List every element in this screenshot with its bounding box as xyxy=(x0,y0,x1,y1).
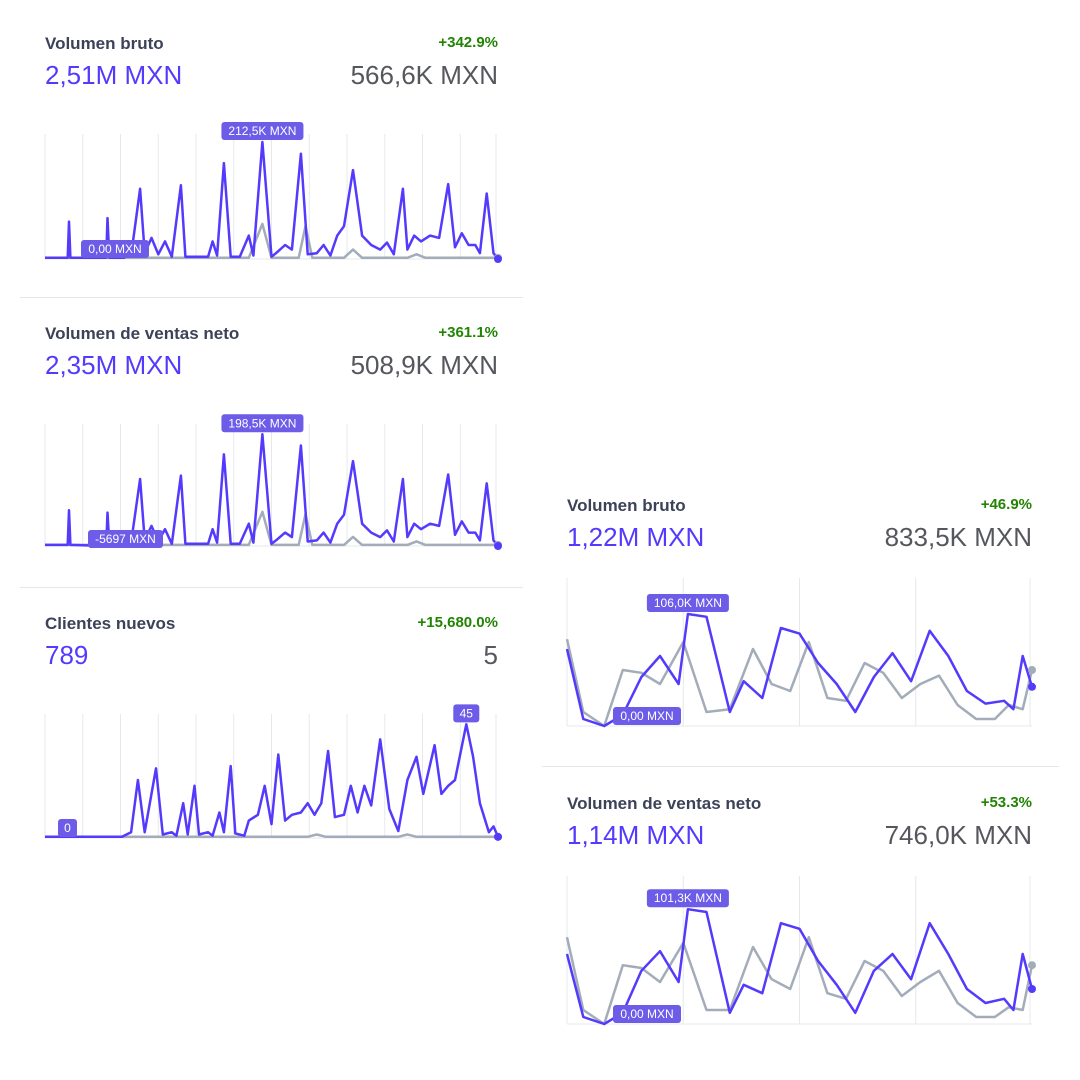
series-current-line xyxy=(565,612,1034,728)
previous-value: 508,9K MXN xyxy=(350,350,498,380)
divider xyxy=(542,766,1059,767)
line-chart[interactable]: 212,5K MXN 0,00 MXN xyxy=(44,34,502,266)
panel-title: Clientes nuevos xyxy=(45,614,176,633)
change-badge: +46.9% xyxy=(980,496,1032,513)
line-chart[interactable]: 45 0 xyxy=(44,614,502,842)
series-previous-endpoint xyxy=(1028,666,1036,674)
line-chart[interactable]: 106,0K MXN 0,00 MXN xyxy=(565,496,1036,734)
peak-label-text: 45 xyxy=(460,706,474,720)
change-badge: +15,680.0% xyxy=(417,614,499,631)
series-previous-line xyxy=(565,935,1034,1026)
min-label: -5697 MXN xyxy=(88,530,163,548)
series-current-line xyxy=(45,140,499,260)
series-previous-line xyxy=(45,510,498,547)
current-value: 789 xyxy=(45,640,89,670)
previous-value: 566,6K MXN xyxy=(350,60,498,90)
peak-label: 212,5K MXN xyxy=(221,122,304,140)
peak-label-bg xyxy=(221,122,304,140)
series-previous-endpoint xyxy=(1028,961,1036,970)
min-label: 0 xyxy=(58,819,77,837)
series-current-endpoint xyxy=(1028,985,1036,993)
series-previous-line xyxy=(45,222,498,260)
peak-label-text: 212,5K MXN xyxy=(228,124,296,138)
divider xyxy=(20,587,523,588)
peak-label-text: 101,3K MXN xyxy=(654,891,722,905)
series-current-line xyxy=(45,433,499,548)
current-value: 2,35M MXN xyxy=(45,350,183,380)
peak-label-bg xyxy=(221,414,304,433)
divider xyxy=(20,297,523,298)
change-badge: +361.1% xyxy=(438,324,498,341)
change-badge: +53.3% xyxy=(980,794,1032,811)
peak-label: 106,0K MXN xyxy=(646,594,729,612)
panel-title: Volumen de ventas neto xyxy=(567,794,762,813)
panel-gross-volume-2: Volumen bruto +46.9% 1,22M MXN 833,5K MX… xyxy=(565,496,1036,734)
series-current-endpoint xyxy=(1028,682,1036,691)
min-label-bg xyxy=(613,707,681,725)
panel-net-sales-1: Volumen de ventas neto +361.1% 2,35M MXN… xyxy=(44,324,502,552)
min-label-text: 0,00 MXN xyxy=(620,709,673,723)
peak-label: 45 xyxy=(453,704,480,723)
previous-value: 5 xyxy=(483,640,498,670)
min-label: 0,00 MXN xyxy=(613,1005,681,1023)
min-label-bg xyxy=(81,240,149,258)
line-chart[interactable]: 198,5K MXN -5697 MXN xyxy=(44,324,502,552)
peak-label: 101,3K MXN xyxy=(646,889,729,908)
panel-gross-volume-1: Volumen bruto +342.9% 2,51M MXN 566,6K M… xyxy=(44,34,502,266)
min-label: 0,00 MXN xyxy=(81,240,149,258)
peak-label-text: 106,0K MXN xyxy=(654,596,722,610)
peak-label-bg xyxy=(646,594,729,612)
series-previous-line xyxy=(45,833,498,839)
series-current-endpoint xyxy=(494,832,502,841)
current-value: 2,51M MXN xyxy=(45,60,183,90)
min-label: 0,00 MXN xyxy=(613,707,681,725)
min-label-bg xyxy=(88,530,163,548)
line-chart[interactable]: 101,3K MXN 0,00 MXN xyxy=(565,794,1036,1030)
series-current-endpoint xyxy=(494,542,502,550)
change-badge: +342.9% xyxy=(438,34,498,51)
previous-value: 833,5K MXN xyxy=(884,522,1032,552)
panel-title: Volumen bruto xyxy=(567,496,686,515)
peak-label-bg xyxy=(453,704,480,723)
panel-net-sales-2: Volumen de ventas neto +53.3% 1,14M MXN … xyxy=(565,794,1036,1030)
series-current-line xyxy=(565,907,1034,1026)
panel-title: Volumen bruto xyxy=(45,34,164,53)
panel-new-customers: Clientes nuevos +15,680.0% 789 5 45 0 xyxy=(44,614,502,842)
peak-label: 198,5K MXN xyxy=(221,414,304,433)
series-current-line xyxy=(45,723,500,839)
min-label-text: 0,00 MXN xyxy=(620,1007,673,1021)
min-label-bg xyxy=(613,1005,681,1023)
min-label-text: 0,00 MXN xyxy=(88,242,141,256)
peak-label-text: 198,5K MXN xyxy=(228,416,296,430)
panel-title: Volumen de ventas neto xyxy=(45,324,240,343)
peak-label-bg xyxy=(646,889,729,908)
min-label-text: -5697 MXN xyxy=(95,532,156,546)
min-label-text: 0 xyxy=(64,821,71,835)
previous-value: 746,0K MXN xyxy=(884,820,1032,850)
current-value: 1,14M MXN xyxy=(567,820,705,850)
current-value: 1,22M MXN xyxy=(567,522,705,552)
min-label-bg xyxy=(58,819,77,837)
series-current-endpoint xyxy=(494,255,502,263)
